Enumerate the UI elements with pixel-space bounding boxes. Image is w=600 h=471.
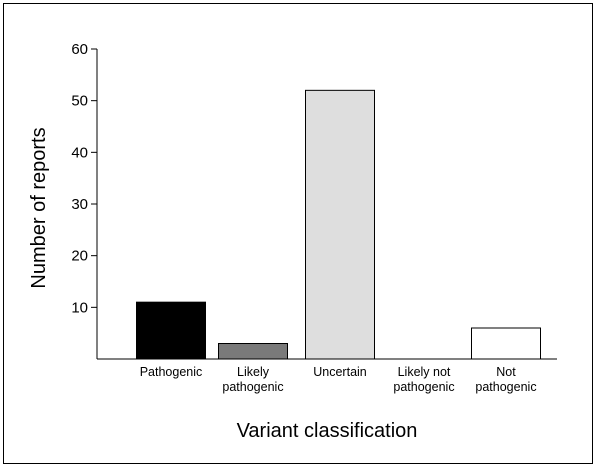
x-axis-title: Variant classification: [237, 420, 418, 442]
y-ticks-group: 10 20 30 40 50 60: [71, 41, 97, 316]
x-category-label: Uncertain: [313, 365, 367, 379]
bars-group: [136, 89, 541, 360]
x-category-label: Pathogenic: [140, 365, 203, 379]
bar: [471, 327, 541, 360]
figure-frame: [3, 3, 593, 464]
x-category-label: Not pathogenic: [475, 365, 536, 394]
y-tick-label: 10: [71, 299, 88, 316]
bar: [218, 343, 288, 360]
y-tick-label: 40: [71, 144, 88, 161]
x-category-label: Likely pathogenic: [222, 365, 283, 394]
y-tick-label: 60: [71, 41, 88, 58]
y-tick-label: 50: [71, 93, 88, 110]
x-category-labels: Pathogenic Likely pathogenic Uncertain Likel…: [140, 365, 537, 394]
y-tick-label: 20: [71, 248, 88, 265]
y-axis-title: Number of reports: [28, 127, 50, 288]
bar: [305, 89, 375, 360]
y-tick-label: 30: [71, 196, 88, 213]
bar: [136, 301, 206, 360]
x-category-label: Likely not pathogenic: [393, 365, 454, 394]
